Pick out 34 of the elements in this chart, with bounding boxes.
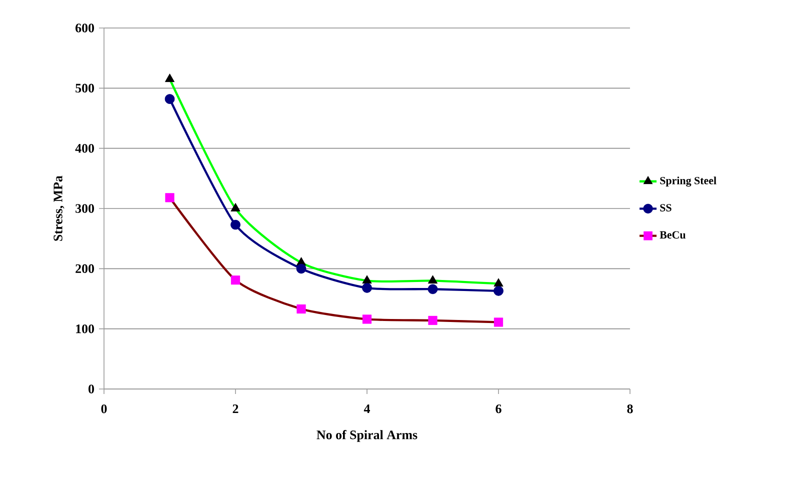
point (494, 278, 504, 286)
y-tick-label: 500 (76, 84, 94, 93)
point (230, 220, 240, 230)
x-axis-title: No of Spiral Arms (316, 430, 418, 442)
y-axis-title: Stress, MPa (54, 176, 64, 241)
point (164, 94, 175, 104)
y-tick-label: 400 (75, 144, 94, 153)
point (428, 275, 438, 284)
point (362, 283, 372, 293)
point (165, 74, 174, 82)
legend-label: BeCu (660, 231, 686, 239)
y-tick-label: 100 (76, 324, 94, 334)
legend-label: Spring Steel (660, 176, 716, 187)
x-tick-label: 0 (101, 404, 107, 414)
point (428, 316, 438, 325)
point (296, 304, 306, 314)
point (230, 203, 240, 212)
point (428, 284, 438, 294)
y-tick-label: 300 (76, 204, 94, 213)
point (362, 314, 372, 324)
point (494, 318, 503, 327)
point (231, 276, 240, 285)
y-tick-label: 200 (76, 264, 94, 274)
point (362, 275, 372, 284)
x-tick-label: 6 (496, 404, 502, 414)
x-tick-label: 4 (364, 404, 370, 413)
y-tick-label: 600 (76, 24, 94, 32)
y-tick-label: 0 (88, 384, 94, 394)
point (165, 193, 174, 202)
legend-label: SS (660, 204, 672, 212)
point (494, 286, 504, 296)
point (296, 264, 306, 274)
x-tick-label: 8 (627, 404, 633, 414)
x-tick-label: 2 (232, 404, 238, 414)
